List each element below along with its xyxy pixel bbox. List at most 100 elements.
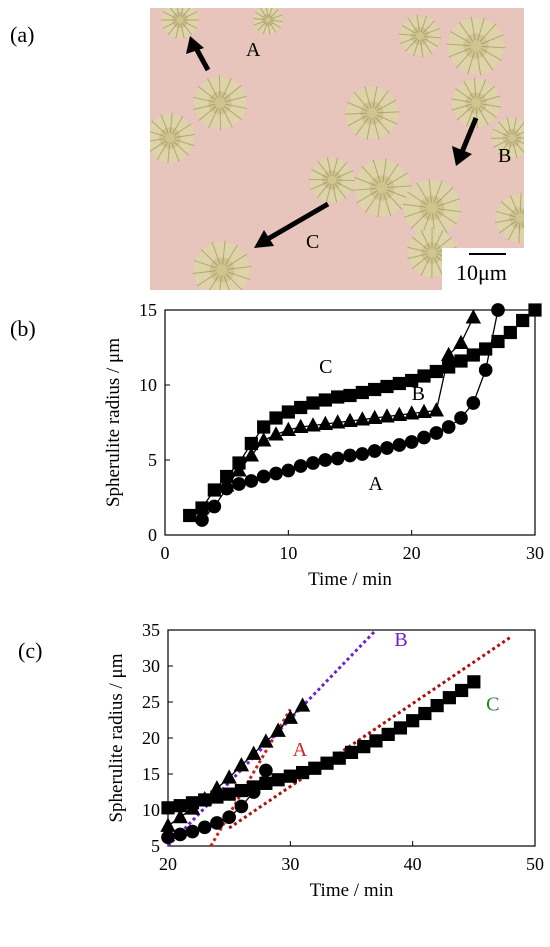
data-point-a [210, 816, 224, 830]
data-point-c [442, 360, 455, 373]
data-point-c [331, 390, 344, 403]
series-annotation-b: B [412, 383, 425, 405]
data-point-c [345, 746, 358, 759]
data-point-c [308, 762, 321, 775]
data-point-b [160, 818, 175, 832]
data-point-c [454, 354, 467, 367]
data-point-c [357, 740, 370, 753]
data-point-c [245, 437, 258, 450]
data-point-a [235, 800, 249, 814]
data-point-c [467, 675, 480, 688]
y-tick-label: 25 [142, 692, 160, 712]
plot-frame [168, 630, 535, 846]
data-point-a [454, 411, 468, 425]
data-point-c [467, 348, 480, 361]
data-point-c [294, 401, 307, 414]
x-tick-label: 10 [279, 543, 297, 563]
data-point-a [405, 435, 419, 449]
data-point-b [429, 402, 444, 416]
data-point-a [393, 438, 407, 452]
data-point-c [380, 380, 393, 393]
data-point-c [174, 799, 187, 812]
series-annotation-c: C [486, 694, 499, 716]
data-point-c [284, 770, 297, 783]
data-point-a [380, 441, 394, 455]
data-point-a [491, 303, 505, 317]
data-point-a [479, 363, 493, 377]
y-axis-label: Spherulite radius / μm [103, 338, 124, 507]
data-point-a [257, 470, 271, 484]
data-point-a [198, 820, 212, 834]
x-tick-label: 20 [403, 543, 421, 563]
data-point-c [528, 303, 541, 316]
data-point-a [195, 513, 209, 527]
data-point-c [431, 699, 444, 712]
data-point-a [282, 464, 296, 478]
data-point-c [319, 393, 332, 406]
data-point-a [161, 831, 175, 845]
data-point-c [210, 790, 223, 803]
data-point-a [245, 474, 259, 488]
y-tick-label: 5 [148, 450, 157, 470]
data-point-c [343, 389, 356, 402]
data-point-c [232, 456, 245, 469]
y-tick-label: 20 [142, 728, 160, 748]
data-point-a [294, 459, 308, 473]
y-tick-label: 35 [142, 620, 160, 640]
scale-bar-label: 10μm [456, 260, 507, 285]
data-point-c [368, 383, 381, 396]
data-point-a [430, 426, 444, 440]
data-point-a [173, 828, 187, 842]
y-tick-label: 0 [148, 525, 157, 545]
data-point-c [504, 326, 517, 339]
data-point-c [223, 788, 236, 801]
fit-line-c [229, 637, 510, 828]
micrograph-image: A B C 10μm [150, 8, 524, 290]
data-point-a [319, 453, 333, 467]
x-axis-label: Time / min [310, 880, 394, 901]
y-axis-label: Spherulite radius / μm [106, 653, 127, 822]
y-tick-label: 5 [151, 836, 160, 856]
data-point-a [269, 467, 283, 481]
data-point-a [356, 447, 370, 461]
panel-label-a: (a) [10, 22, 34, 48]
data-point-a [259, 764, 273, 778]
series-annotation-a: A [293, 739, 308, 761]
data-point-c [320, 757, 333, 770]
data-point-c [393, 377, 406, 390]
data-point-a [306, 456, 320, 470]
micrograph-svg: A B C 10μm [150, 8, 524, 290]
data-point-c [296, 766, 309, 779]
series-annotation-c: C [319, 356, 332, 378]
data-point-a [222, 810, 236, 824]
series-annotation-b: B [394, 629, 407, 651]
y-tick-label: 10 [142, 800, 160, 820]
x-tick-label: 20 [159, 854, 177, 874]
data-point-c [208, 483, 221, 496]
micrograph-label-a: A [246, 39, 261, 61]
data-point-c [259, 777, 272, 790]
data-point-b [466, 309, 481, 323]
data-point-c [516, 314, 529, 327]
data-point-b [268, 426, 283, 440]
y-tick-label: 15 [142, 764, 160, 784]
x-tick-label: 40 [404, 854, 422, 874]
data-point-c [333, 752, 346, 765]
data-point-a [331, 452, 345, 466]
y-tick-label: 10 [139, 375, 157, 395]
data-point-c [247, 780, 260, 793]
micrograph-label-b: B [498, 145, 511, 167]
data-point-c [235, 784, 248, 797]
data-point-c [394, 721, 407, 734]
data-point-c [161, 801, 174, 814]
data-point-c [417, 369, 430, 382]
data-point-c [369, 734, 382, 747]
data-point-b [453, 335, 468, 349]
data-point-c [406, 714, 419, 727]
data-point-c [272, 773, 285, 786]
x-tick-label: 50 [526, 854, 544, 874]
data-point-c [356, 386, 369, 399]
data-point-c [282, 405, 295, 418]
